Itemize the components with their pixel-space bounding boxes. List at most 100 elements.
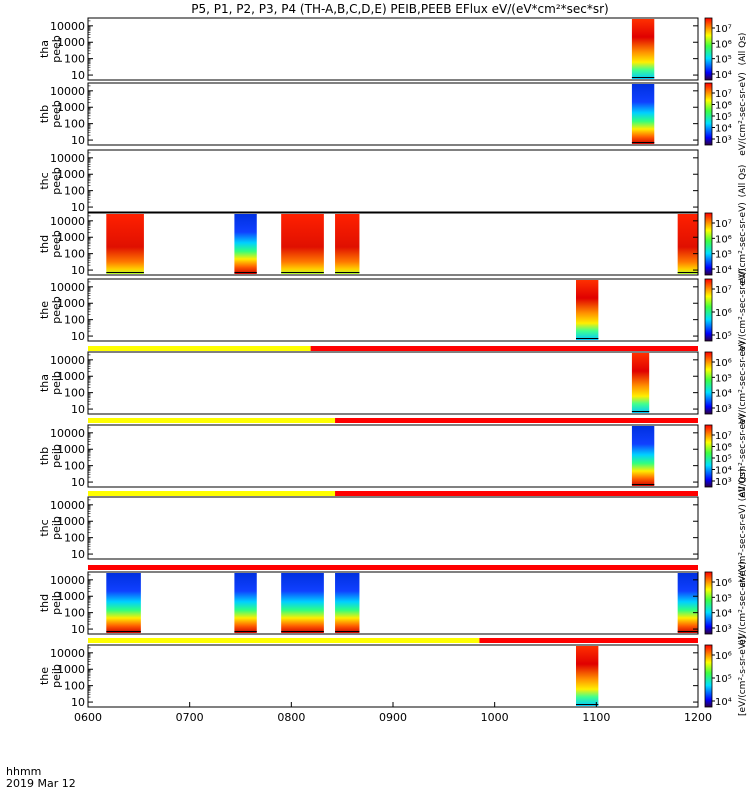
- y-tick-label: 1000: [57, 101, 85, 114]
- panel-thd_peeb: 10000 1000 100 10 thd peeb 10⁷ 10⁶ 10⁵ 10⁴ eV/(cm²…: [38, 202, 748, 286]
- panel-thc_peib: 10000 1000 100 10 thc peib eV/(cm²-sec-sr-eV) …: [38, 468, 748, 587]
- colorbar-tick-label: 10⁵: [715, 674, 732, 685]
- panel-probe-label: thb: [38, 447, 51, 465]
- colorbar-tick-label: 10⁴: [715, 389, 732, 400]
- y-tick-label: 1000: [57, 168, 85, 181]
- panel-product-label: peib: [50, 591, 63, 615]
- y-tick-label: 100: [64, 460, 85, 473]
- y-tick-label: 10: [71, 623, 85, 636]
- colorbar-tick-label: 10⁵: [715, 331, 732, 342]
- data-block-tha_peeb-0: [631, 19, 655, 79]
- y-tick-label: 100: [64, 53, 85, 66]
- panel-probe-label: the: [38, 667, 51, 685]
- data-block-the_peeb-0: [576, 280, 599, 340]
- colorbar-unit-label: eV/(cm²-sec-sr-eV): [738, 72, 748, 156]
- x-axis: 0600 0700 0800 0900 1000 1100 1200: [74, 702, 712, 724]
- status-bar-red: [310, 346, 698, 351]
- colorbar-tick-label: 10³: [715, 624, 732, 635]
- y-tick-label: 1000: [57, 231, 85, 244]
- panel-frame: [87, 496, 699, 560]
- y-tick-label: 100: [64, 248, 85, 261]
- colorbar-unit-label: (All Qs): [738, 165, 748, 198]
- status-bar-yellow: [88, 491, 336, 496]
- colorbar-unit-label: eV/(cm²-sec-sr-eV): [738, 341, 748, 425]
- data-block-thd_peib-1: [234, 573, 257, 633]
- panel-frame: [87, 278, 699, 342]
- x-tick-label: 0600: [74, 711, 102, 724]
- data-floor-thd_peib-0: [106, 631, 141, 632]
- colorbar-tick-label: 10⁷: [715, 285, 732, 296]
- y-tick-label: 10: [71, 548, 85, 561]
- panel-thc_peeb: 10000 1000 100 10 thc peeb (All Qs): [38, 149, 748, 214]
- colorbar-tick-label: 10⁶: [715, 234, 732, 245]
- colorbar-unit-label: eV/(cm²-sec-sr-eV): [738, 414, 748, 498]
- data-block-thd_peib-4: [677, 573, 698, 633]
- y-tick-label: 10: [71, 134, 85, 147]
- panel-product-label: peeb: [50, 230, 63, 258]
- data-floor-thd_peeb-4: [677, 272, 698, 273]
- data-floor-thd_peib-3: [335, 631, 360, 632]
- colorbar-tick-label: 10⁵: [715, 373, 732, 384]
- status-bar-yellow: [88, 346, 311, 351]
- colorbar: [704, 424, 713, 488]
- colorbar-tick-label: 10³: [715, 135, 732, 146]
- panel-product-label: peib: [50, 444, 63, 468]
- colorbar-tick-label: 10⁶: [715, 101, 732, 112]
- figure-title: P5, P1, P2, P3, P4 (TH-A,B,C,D,E) PEIB,P…: [191, 2, 608, 16]
- panel-tha_peib: 10000 1000 100 10 tha peib 10⁶ 10⁵ 10⁴ 10³ eV/(cm²…: [38, 341, 748, 425]
- colorbar-tick-label: 10⁴: [715, 609, 732, 620]
- time-axis-label: hhmm: [6, 765, 41, 778]
- y-tick-label: 10000: [50, 354, 85, 367]
- panel-frame: [87, 82, 699, 146]
- colorbar-tick-label: 10⁴: [715, 466, 732, 477]
- data-floor-thb_peib-0: [631, 484, 655, 485]
- y-tick-label: 100: [64, 680, 85, 693]
- colorbar-tick-label: 10⁵: [715, 55, 732, 66]
- panel-tha_peeb: 10000 1000 100 10 tha peeb 10⁷ 10⁶ 10⁵ 10⁴ (All Qs…: [38, 17, 748, 82]
- panel-the_peib: 10000 1000 100 10 the peib 10⁶ 10⁵ 10⁴ [eV/(cm²-s…: [38, 636, 748, 716]
- colorbar-tick-label: 10⁴: [715, 70, 732, 81]
- data-floor-thd_peeb-2: [281, 272, 324, 273]
- panel-product-label: peib: [50, 664, 63, 688]
- panel-probe-label: thd: [38, 594, 51, 612]
- data-floor-tha_peib-0: [631, 411, 650, 412]
- panel-product-label: peib: [50, 516, 63, 540]
- data-block-thd_peeb-2: [281, 214, 324, 274]
- colorbar-tick-label: 10⁶: [715, 578, 732, 589]
- status-bar-yellow: [88, 638, 480, 643]
- date-label: 2019 Mar 12: [6, 777, 76, 790]
- x-tick-label: 1100: [582, 711, 610, 724]
- data-floor-thd_peeb-0: [106, 272, 144, 273]
- panel-frame: [87, 17, 699, 81]
- panel-probe-label: tha: [38, 374, 51, 392]
- y-tick-label: 100: [64, 387, 85, 400]
- data-block-thd_peeb-0: [106, 214, 144, 274]
- colorbar-unit-label: eV/(cm²-sec-sr-eV): [738, 561, 748, 645]
- status-bar-yellow: [88, 418, 336, 423]
- status-bar-red: [479, 638, 698, 643]
- status-bar-red: [88, 565, 698, 570]
- data-block-thd_peeb-1: [234, 214, 257, 274]
- panel-frame: [87, 571, 699, 635]
- colorbar-tick-label: 10⁶: [715, 308, 732, 319]
- data-floor-thb_peeb-0: [631, 142, 655, 143]
- colorbar-tick-label: 10⁴: [715, 124, 732, 135]
- panel-frame: [87, 424, 699, 488]
- panel-the_peeb: 10000 1000 100 10 the peeb 10⁷ 10⁶ 10⁵ eV/(cm²-se…: [38, 268, 748, 352]
- y-tick-label: 1000: [57, 36, 85, 49]
- colorbar: [704, 351, 713, 415]
- y-tick-label: 100: [64, 118, 85, 131]
- status-bar-red: [335, 491, 698, 496]
- data-block-thd_peeb-4: [677, 214, 698, 274]
- colorbar-tick-label: 10³: [715, 404, 732, 415]
- data-floor-thd_peib-1: [234, 631, 257, 632]
- y-tick-label: 10000: [50, 215, 85, 228]
- y-tick-label: 10: [71, 201, 85, 214]
- data-block-the_peib-0: [576, 646, 599, 706]
- y-tick-label: 10000: [50, 427, 85, 440]
- x-tick-label: 1000: [481, 711, 509, 724]
- data-block-thb_peib-0: [631, 426, 655, 486]
- x-tick-label: 0900: [379, 711, 407, 724]
- y-tick-label: 1000: [57, 297, 85, 310]
